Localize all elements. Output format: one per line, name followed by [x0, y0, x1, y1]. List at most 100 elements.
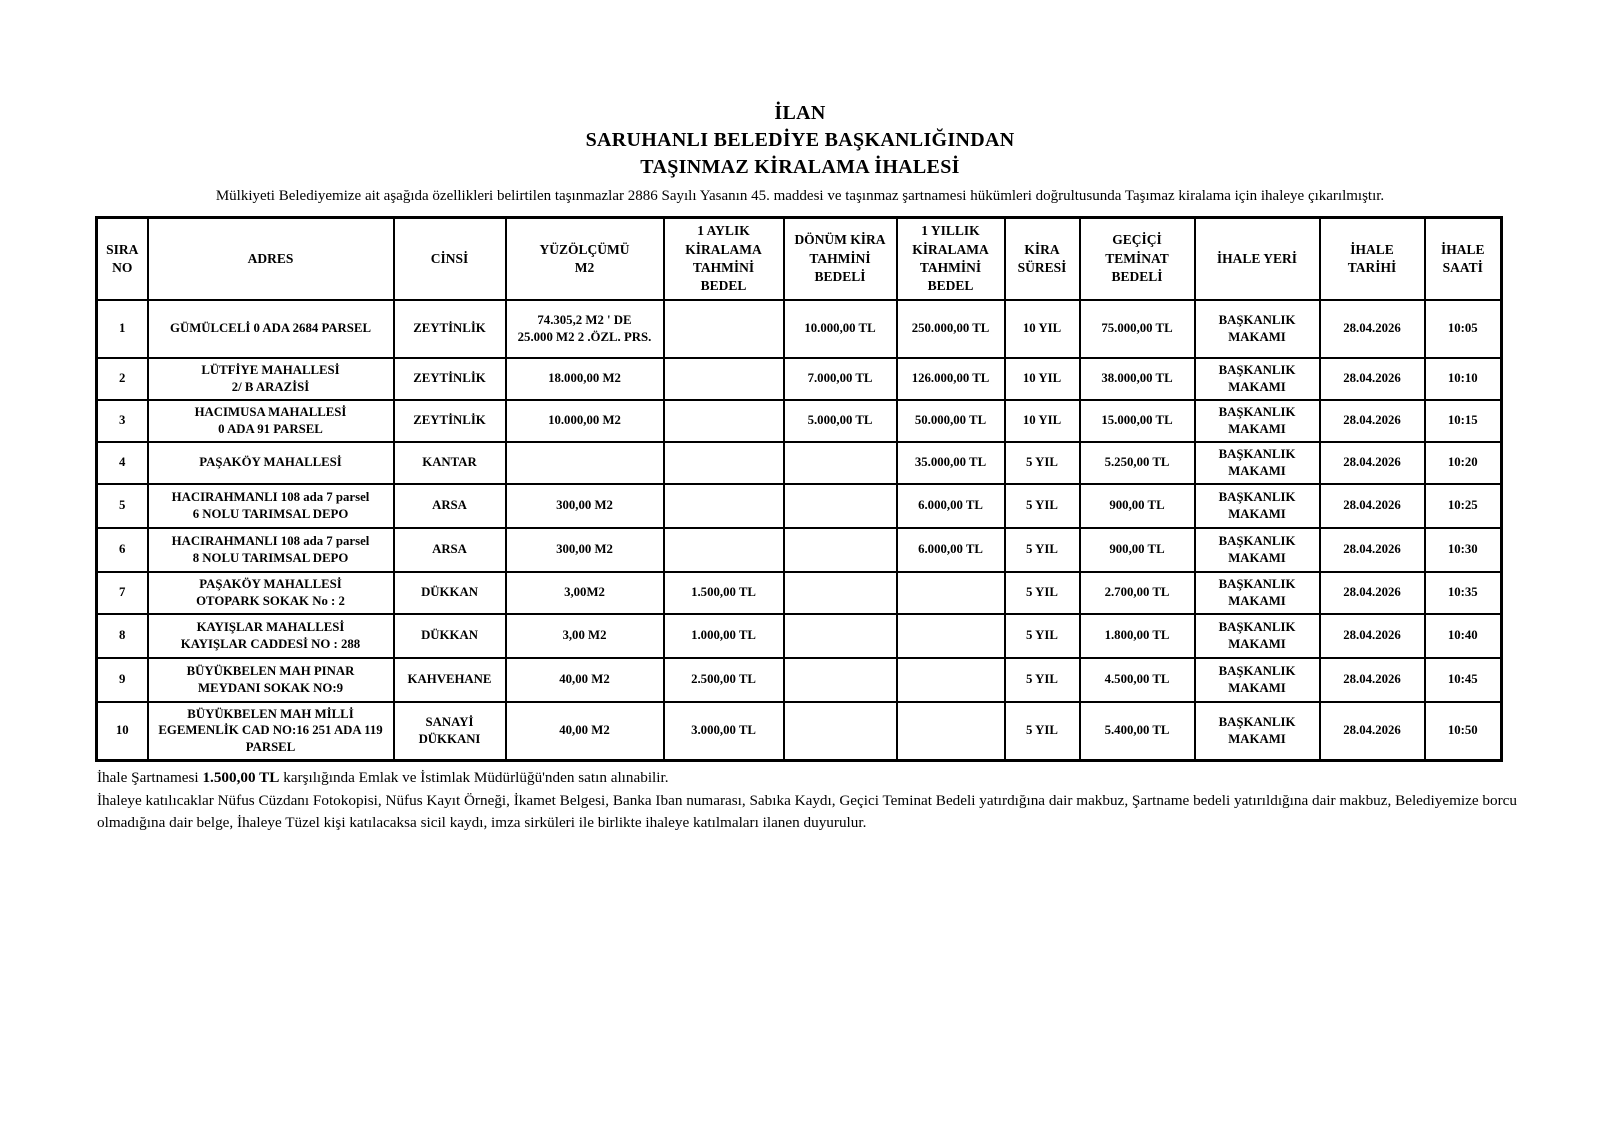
- table-cell: [895, 700, 1006, 762]
- table-cell: ZEYTİNLİK: [392, 356, 507, 401]
- table-cell: 10:25: [1423, 482, 1503, 529]
- table-cell: 15.000,00 TL: [1078, 398, 1196, 443]
- table-cell: 5.000,00 TL: [782, 398, 898, 443]
- table-cell: DÜKKAN: [392, 570, 507, 615]
- table-cell: 10.000,00 TL: [782, 298, 898, 359]
- table-cell: BAŞKANLIK MAKAMI: [1193, 482, 1321, 529]
- table-cell: KANTAR: [392, 440, 507, 485]
- table-cell: 4: [95, 440, 149, 485]
- table-cell: 1: [95, 298, 149, 359]
- table-cell: [662, 482, 785, 529]
- table-row: 1 GÜMÜLCELİ 0 ADA 2684 PARSEL ZEYTİNLİK 74.…: [95, 298, 1503, 359]
- table-cell: [782, 526, 898, 573]
- table-cell: 75.000,00 TL: [1078, 298, 1196, 359]
- table-cell: ZEYTİNLİK: [392, 298, 507, 359]
- table-cell: 126.000,00 TL: [895, 356, 1006, 401]
- table-cell: 6.000,00 TL: [895, 482, 1006, 529]
- column-header-aylik-bedel: 1 AYLIK KİRALAMA TAHMİNİ BEDEL: [662, 216, 785, 301]
- table-cell: 28.04.2026: [1318, 482, 1426, 529]
- table-cell: PAŞAKÖY MAHALLESİ OTOPARK SOKAK No : 2: [146, 570, 395, 615]
- table-cell: 6.000,00 TL: [895, 526, 1006, 573]
- column-header-adres: ADRES: [146, 216, 395, 301]
- table-cell: [662, 440, 785, 485]
- table-cell: 300,00 M2: [504, 526, 665, 573]
- page-title: İLAN: [774, 102, 826, 124]
- table-cell: LÜTFİYE MAHALLESİ 2/ B ARAZİSİ: [146, 356, 395, 401]
- table-cell: ARSA: [392, 526, 507, 573]
- table-cell: 10:40: [1423, 612, 1503, 659]
- table-cell: 10.000,00 M2: [504, 398, 665, 443]
- table-cell: [662, 356, 785, 401]
- table-cell: 10:10: [1423, 356, 1503, 401]
- column-header-yuzolcumu: YÜZÖLÇÜMÜ M2: [504, 216, 665, 301]
- column-header-yillik-bedel: 1 YILLIK KİRALAMA TAHMİNİ BEDEL: [895, 216, 1006, 301]
- table-cell: [504, 440, 665, 485]
- table-cell: ARSA: [392, 482, 507, 529]
- table-cell: 40,00 M2: [504, 656, 665, 703]
- table-cell: 900,00 TL: [1078, 482, 1196, 529]
- table-cell: 5 YIL: [1003, 440, 1081, 485]
- table-cell: BAŞKANLIK MAKAMI: [1193, 356, 1321, 401]
- table-cell: 10:50: [1423, 700, 1503, 762]
- table-cell: 5.250,00 TL: [1078, 440, 1196, 485]
- table-cell: 28.04.2026: [1318, 570, 1426, 615]
- table-cell: 50.000,00 TL: [895, 398, 1006, 443]
- table-cell: HACIRAHMANLI 108 ada 7 parsel 8 NOLU TAR…: [146, 526, 395, 573]
- table-cell: ZEYTİNLİK: [392, 398, 507, 443]
- table-cell: 3,00 M2: [504, 612, 665, 659]
- table-cell: BÜYÜKBELEN MAH MİLLİ EGEMENLİK CAD NO:16…: [146, 700, 395, 762]
- table-cell: HACIMUSA MAHALLESİ 0 ADA 91 PARSEL: [146, 398, 395, 443]
- footer-line-2: İhaleye katılıcaklar Nüfus Cüzdanı Fotok…: [97, 792, 1517, 832]
- table-cell: 300,00 M2: [504, 482, 665, 529]
- table-cell: 28.04.2026: [1318, 440, 1426, 485]
- table-cell: 28.04.2026: [1318, 656, 1426, 703]
- table-cell: BAŞKANLIK MAKAMI: [1193, 398, 1321, 443]
- table-cell: PAŞAKÖY MAHALLESİ: [146, 440, 395, 485]
- table-cell: 7.000,00 TL: [782, 356, 898, 401]
- table-cell: 3.000,00 TL: [662, 700, 785, 762]
- table-cell: 2.500,00 TL: [662, 656, 785, 703]
- table-cell: 5: [95, 482, 149, 529]
- table-cell: 28.04.2026: [1318, 298, 1426, 359]
- table-cell: 900,00 TL: [1078, 526, 1196, 573]
- table-cell: 5 YIL: [1003, 526, 1081, 573]
- table-cell: 5 YIL: [1003, 700, 1081, 762]
- table-cell: 38.000,00 TL: [1078, 356, 1196, 401]
- table-row: 4 PAŞAKÖY MAHALLESİ KANTAR 35.000,00 TL 5 YI…: [95, 440, 1503, 485]
- page-subtitle-authority: SARUHANLI BELEDİYE BAŞKANLIĞINDAN: [585, 129, 1015, 151]
- table-cell: [782, 440, 898, 485]
- table-body: 1 GÜMÜLCELİ 0 ADA 2684 PARSEL ZEYTİNLİK 74.…: [95, 298, 1503, 762]
- table-cell: 10 YIL: [1003, 298, 1081, 359]
- footer-line-1-prefix: İhale Şartnamesi: [97, 769, 203, 786]
- table-cell: [782, 570, 898, 615]
- footer-line-1: İhale Şartnamesi 1.500,00 TL karşılığınd…: [97, 767, 1547, 789]
- table-cell: 35.000,00 TL: [895, 440, 1006, 485]
- table-cell: [895, 656, 1006, 703]
- table-cell: 10:20: [1423, 440, 1503, 485]
- table-cell: 28.04.2026: [1318, 356, 1426, 401]
- title-block: İLAN SARUHANLI BELEDİYE BAŞKANLIĞINDAN T…: [0, 0, 1600, 181]
- table-cell: [782, 482, 898, 529]
- table-cell: [782, 612, 898, 659]
- table-cell: 2.700,00 TL: [1078, 570, 1196, 615]
- table-cell: 7: [95, 570, 149, 615]
- table-cell: 10:15: [1423, 398, 1503, 443]
- table-cell: 6: [95, 526, 149, 573]
- table-cell: 3: [95, 398, 149, 443]
- table-cell: 10 YIL: [1003, 398, 1081, 443]
- table-row: 6 HACIRAHMANLI 108 ada 7 parsel 8 NOLU TA…: [95, 526, 1503, 573]
- column-header-cinsi: CİNSİ: [392, 216, 507, 301]
- table-cell: SANAYİ DÜKKANI: [392, 700, 507, 762]
- table-cell: 250.000,00 TL: [895, 298, 1006, 359]
- table-cell: KAYIŞLAR MAHALLESİ KAYIŞLAR CADDESİ NO :…: [146, 612, 395, 659]
- table-cell: 8: [95, 612, 149, 659]
- table-cell: 5 YIL: [1003, 656, 1081, 703]
- table-cell: 28.04.2026: [1318, 612, 1426, 659]
- table-cell: [662, 398, 785, 443]
- table-cell: 9: [95, 656, 149, 703]
- column-header-donum-bedel: DÖNÜM KİRA TAHMİNİ BEDELİ: [782, 216, 898, 301]
- footer-line-1-price: 1.500,00 TL: [202, 769, 280, 786]
- column-header-ihale-tarihi: İHALE TARİHİ: [1318, 216, 1426, 301]
- page-subtitle-subject: TAŞINMAZ KİRALAMA İHALESİ: [640, 156, 960, 178]
- intro-paragraph: Mülkiyeti Belediyemize ait aşağıda özell…: [215, 188, 1385, 204]
